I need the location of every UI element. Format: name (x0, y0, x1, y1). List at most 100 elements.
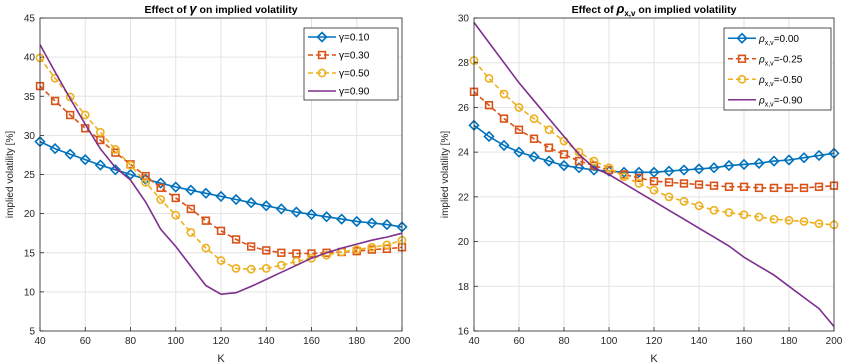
data-point (141, 177, 150, 187)
y-tick-label: 18 (458, 282, 470, 293)
x-tick-label: 100 (601, 336, 618, 347)
legend-label: γ=0.50 (339, 69, 370, 80)
series-line (39, 57, 403, 271)
legend-label: ρx,v=-0.50 (758, 75, 803, 88)
data-point (366, 217, 378, 229)
x-tick-label: 80 (558, 336, 570, 347)
data-point (799, 183, 809, 193)
data-point (277, 248, 286, 257)
data-point (724, 182, 734, 191)
chart-title: Effect of ρx,v on implied volatility (572, 1, 737, 18)
y-tick-label: 30 (24, 131, 36, 142)
data-point (529, 134, 539, 143)
y-tick-label: 16 (458, 327, 470, 338)
x-tick-label: 40 (468, 336, 480, 347)
data-point (111, 145, 120, 154)
x-tick-label: 160 (303, 336, 320, 347)
data-point (769, 214, 779, 224)
data-point (784, 183, 794, 193)
data-point (513, 146, 525, 158)
legend-item: ρx,v=0.00 (728, 32, 799, 47)
data-point (529, 114, 539, 124)
y-tick-label: 10 (24, 287, 36, 298)
data-point (292, 249, 301, 258)
data-point (724, 208, 734, 217)
chart-panel-2: 40 60 80 100 120 140 160 180 200 16 18 20 22 24 26 28 30… (440, 1, 843, 364)
data-point (49, 143, 61, 155)
data-point (574, 147, 584, 157)
legend-label: ρx,v=0.00 (758, 34, 799, 47)
data-point (678, 164, 690, 176)
y-tick-label: 40 (24, 53, 36, 64)
data-point (484, 101, 494, 110)
legend-marker (317, 50, 327, 60)
data-point (483, 130, 495, 143)
y-tick-label: 15 (24, 248, 36, 259)
legend-label: γ=0.10 (339, 33, 370, 44)
data-point (94, 159, 106, 171)
y-tick-label: 24 (458, 148, 470, 159)
legend-item: ρx,v=-0.25 (728, 54, 803, 67)
legend-item: γ=0.50 (308, 69, 370, 80)
data-point (171, 210, 181, 220)
data-point (50, 96, 60, 106)
data-point (186, 204, 196, 214)
data-point (336, 213, 348, 225)
data-point (260, 200, 272, 212)
data-point (185, 184, 197, 196)
data-point (216, 226, 226, 236)
data-point (813, 149, 825, 162)
data-point (634, 173, 644, 183)
y-tick-label: 5 (29, 327, 35, 338)
legend-marker (317, 68, 327, 78)
data-point (80, 110, 90, 120)
legend: γ=0.10 γ=0.30 γ=0.50 γ=0.90 (303, 27, 399, 101)
data-point (499, 114, 509, 123)
data-point (322, 250, 331, 260)
data-point (768, 155, 780, 167)
y-tick-label: 28 (458, 58, 470, 69)
data-point (814, 219, 824, 229)
series-1 (34, 136, 408, 233)
y-tick-label: 35 (24, 92, 36, 103)
data-point (589, 156, 599, 166)
legend-item: γ=0.10 (308, 31, 370, 44)
data-point (262, 246, 271, 255)
data-point (709, 205, 719, 215)
legend-marker (316, 31, 328, 43)
x-tick-label: 180 (348, 336, 365, 347)
data-point (708, 162, 720, 174)
data-point (367, 242, 377, 252)
y-tick-label: 45 (24, 14, 36, 25)
series-2 (469, 87, 839, 193)
x-tick-label: 140 (258, 336, 275, 347)
x-tick-label: 80 (125, 336, 137, 347)
data-point (126, 160, 135, 170)
data-point (79, 154, 91, 166)
data-point (514, 103, 524, 112)
data-point (498, 139, 510, 152)
data-point (723, 159, 735, 172)
data-point (634, 179, 644, 188)
data-point (753, 157, 765, 169)
data-point (679, 196, 689, 206)
y-axis-label: implied volatility [%] (440, 131, 451, 218)
data-point (109, 164, 122, 176)
series-4 (39, 44, 403, 296)
data-point (171, 193, 180, 203)
data-point (186, 228, 196, 237)
x-tick-label: 180 (781, 336, 798, 347)
data-point (754, 183, 764, 193)
data-point (155, 177, 167, 189)
data-point (201, 216, 211, 225)
data-point (739, 182, 749, 191)
data-point (663, 165, 675, 177)
data-point (694, 201, 704, 211)
data-point (574, 156, 584, 166)
data-point (679, 179, 689, 188)
y-axis-label: implied volatility [%] (5, 131, 16, 218)
x-tick-label: 60 (80, 336, 92, 347)
data-point (275, 203, 287, 215)
data-point (798, 152, 810, 164)
